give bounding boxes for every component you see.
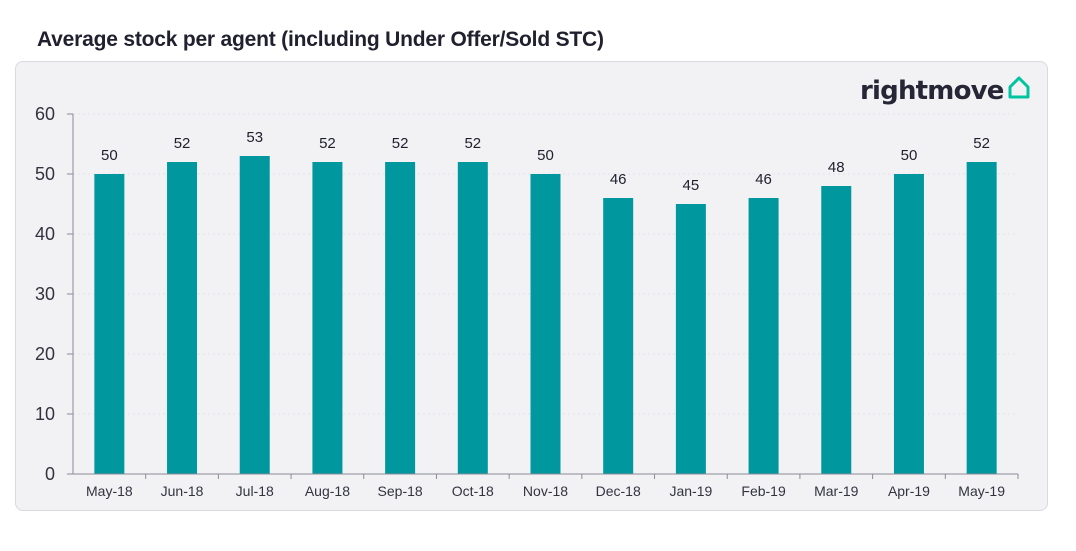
y-tick-label: 40 [35,224,55,244]
data-label: 52 [319,135,336,152]
x-tick-label: Mar-19 [814,483,859,499]
bar [312,162,343,474]
x-tick-label: May-19 [958,483,1005,499]
x-tick-label: Jun-18 [161,483,204,499]
x-tick-label: Oct-18 [452,483,494,499]
logo-wordmark: rightmove [860,76,1004,106]
data-label: 46 [610,171,627,188]
data-label: 45 [683,177,700,194]
data-label: 46 [755,171,772,188]
bar [821,186,852,474]
data-label: 52 [174,135,191,152]
y-tick-label: 30 [35,284,55,304]
data-label: 48 [828,159,845,176]
bar [603,198,634,474]
y-tick-label: 60 [35,104,55,124]
labels: 0 10 20 30 40 50 60 50 May-18 52 Jun-18 53 Jul-18 52 A… [35,104,1005,499]
y-tick-label: 20 [35,344,55,364]
x-tick-label: Sep-18 [378,483,423,499]
data-label: 53 [246,129,263,146]
axes [67,113,1019,479]
bar [457,162,488,474]
x-tick-label: Aug-18 [305,483,350,499]
bar [94,174,125,474]
x-tick-label: May-18 [86,483,133,499]
data-label: 50 [101,147,118,164]
bar [966,162,997,474]
bar [385,162,416,474]
rightmove-logo: rightmove [860,73,1031,109]
bar [893,174,924,474]
x-tick-label: Feb-19 [741,483,786,499]
bar [239,156,270,474]
bars [94,156,997,474]
bar [530,174,561,474]
bar [167,162,198,474]
x-tick-label: Apr-19 [888,483,930,499]
house-icon [1008,76,1030,99]
y-tick-label: 50 [35,164,55,184]
bar [748,198,779,474]
data-label: 52 [464,135,481,152]
bar [675,204,706,474]
x-tick-label: Jan-19 [669,483,712,499]
x-tick-label: Jul-18 [236,483,274,499]
y-tick-label: 0 [45,464,55,484]
chart-title: Average stock per agent (including Under… [37,28,604,51]
data-label: 52 [973,135,990,152]
x-tick-label: Nov-18 [523,483,568,499]
y-tick-label: 10 [35,404,55,424]
x-tick-label: Dec-18 [596,483,641,499]
data-label: 50 [537,147,554,164]
data-label: 52 [392,135,409,152]
data-label: 50 [901,147,918,164]
